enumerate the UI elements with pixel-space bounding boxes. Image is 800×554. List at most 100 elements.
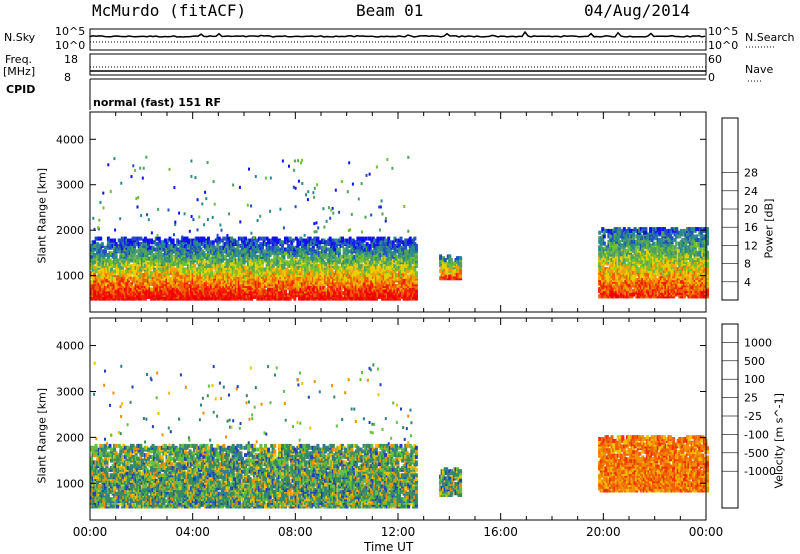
power-echo-cell — [302, 247, 306, 252]
power-echo-cell — [187, 243, 190, 248]
power-echo-cell — [199, 247, 203, 252]
power-echo-cell — [106, 274, 110, 279]
power-echo-cell — [348, 236, 352, 241]
power-echo-cell — [248, 271, 252, 276]
power-echo-cell — [414, 285, 418, 290]
power-echo-cell — [308, 236, 312, 241]
power-echo-cell — [176, 267, 180, 272]
power-echo-cell — [145, 251, 149, 256]
power-echo-cell — [302, 287, 306, 292]
power-echo-cell — [117, 291, 121, 296]
power-echo-cell — [325, 287, 329, 292]
power-echo-cell — [364, 236, 368, 241]
power-echo-cell — [250, 262, 254, 267]
power-echo-cell — [114, 289, 118, 294]
power-echo-cell — [193, 282, 197, 287]
power-echo-cell — [399, 236, 403, 241]
power-echo-cell — [217, 294, 221, 299]
power-echo-cell — [222, 236, 226, 241]
power-echo-cell — [210, 262, 214, 267]
power-echo-cell — [279, 265, 283, 270]
power-echo-cell — [307, 285, 311, 290]
power-echo-cell — [276, 293, 280, 297]
power-echo-cell — [214, 274, 218, 279]
power-echo-cell — [413, 236, 417, 241]
power-echo-cell — [244, 236, 247, 241]
power-echo-cell — [168, 249, 172, 254]
power-echo-cell — [245, 289, 249, 294]
power-echo-cell — [187, 238, 190, 243]
power-echo-cell — [176, 247, 180, 252]
power-echo-cell — [294, 236, 298, 241]
power-echo-cell — [106, 271, 110, 276]
power-echo-cell — [207, 240, 210, 245]
power-echo-cell — [284, 262, 287, 267]
power-echo-cell — [163, 287, 167, 292]
nave-tick-top: 60 — [708, 53, 722, 66]
power-echo-cell — [317, 267, 321, 272]
power-echo-cell — [414, 243, 418, 248]
power-echo-cell — [213, 245, 217, 250]
nave-tick-bottom: 0 — [708, 71, 715, 84]
power-echo-cell — [122, 274, 126, 279]
power-echo-cell — [310, 287, 314, 292]
power-echo-cell — [217, 263, 221, 268]
power-echo-cell — [291, 280, 295, 285]
noise-tick-bottom-right: 10^0 — [708, 39, 739, 52]
power-echo-cell — [233, 253, 237, 257]
power-echo-cell — [330, 240, 334, 245]
power-echo-cell — [194, 245, 198, 250]
power-echo-cell — [282, 265, 286, 270]
power-echo-cell — [299, 267, 303, 272]
power-echo-cell — [148, 245, 152, 250]
power-echo-cell — [291, 294, 295, 299]
power-echo-cell — [130, 296, 133, 301]
power-echo-cell — [133, 291, 137, 296]
power-echo-cell — [148, 274, 152, 279]
power-echo-cell — [91, 285, 95, 290]
power-echo-cell — [599, 254, 603, 259]
power-echo-cell — [284, 289, 287, 294]
power-echo-cell — [217, 245, 221, 250]
beam-label: Beam 01 — [356, 1, 424, 20]
power-echo-cell — [122, 242, 126, 247]
power-echo-cell — [225, 294, 229, 299]
power-echo-cell — [307, 236, 311, 241]
power-echo-cell — [413, 267, 417, 272]
power-echo-cell — [322, 274, 326, 279]
power-echo-cell — [163, 276, 167, 281]
power-echo-cell — [237, 276, 241, 281]
power-echo-cell — [130, 253, 133, 257]
power-echo-cell — [137, 293, 141, 297]
power-echo-cell — [191, 238, 195, 243]
power-echo-cell — [271, 287, 275, 292]
power-echo-cell — [171, 267, 175, 272]
power-echo-cell — [314, 278, 318, 283]
power-echo-cell — [449, 258, 453, 262]
power-echo-cell — [106, 236, 110, 241]
power-echo-cell — [156, 287, 160, 292]
power-echo-cell — [114, 269, 118, 274]
power-echo-region — [439, 254, 463, 281]
power-echo-cell — [237, 263, 241, 268]
power-echo-cell — [148, 291, 152, 296]
power-echo-cell — [317, 240, 321, 245]
power-echo-cell — [271, 263, 275, 268]
power-echo-cell — [276, 265, 280, 270]
power-echo-cell — [187, 287, 190, 292]
power-echo-cell — [307, 291, 311, 296]
power-echo-cell — [325, 240, 329, 245]
power-echo-cell — [145, 273, 149, 277]
power-echo-cell — [171, 283, 175, 288]
power-echo-cell — [222, 256, 226, 261]
power-echo-cell — [114, 282, 118, 287]
power-echo-cell — [151, 253, 155, 257]
power-echo-cell — [314, 256, 318, 261]
power-echo-cell — [143, 236, 147, 241]
power-echo-cell — [202, 287, 206, 292]
power-echo-cell — [459, 268, 463, 273]
power-echo-cell — [231, 242, 235, 247]
power-echo-cell — [277, 256, 281, 261]
power-echo-cell — [114, 242, 118, 247]
power-echo-cell — [106, 265, 110, 270]
